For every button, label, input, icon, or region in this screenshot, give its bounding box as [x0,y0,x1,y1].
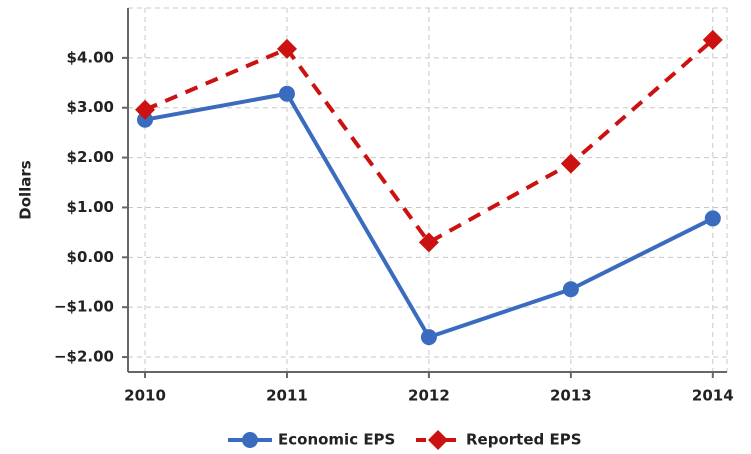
data-point [560,153,581,174]
data-point [702,29,723,50]
x-tick-label: 2011 [266,387,308,405]
y-tick-label: $3.00 [67,98,114,116]
y-tick-label: $1.00 [67,198,114,216]
series-line [144,38,715,245]
data-point [276,38,297,59]
data-point [420,329,437,346]
legend-label: Reported EPS [466,431,582,449]
y-tick-label: −$2.00 [54,348,114,366]
x-tick-label: 2014 [692,387,734,405]
legend-marker [242,432,258,448]
legend-label: Economic EPS [278,431,395,449]
y-tick-label: −$1.00 [54,298,114,316]
y-tick-label: $4.00 [67,48,114,66]
y-tick-label: $0.00 [67,248,114,266]
data-point [418,232,439,253]
y-axis-label: Dollars [17,160,35,220]
x-tick-label: 2012 [408,387,450,405]
y-tick-label: $2.00 [67,148,114,166]
x-tick-label: 2013 [550,387,592,405]
legend-marker [428,430,448,450]
data-point [278,85,295,102]
data-point [704,210,721,227]
data-point [562,281,579,298]
x-tick-label: 2010 [124,387,166,405]
data-point [135,99,156,120]
